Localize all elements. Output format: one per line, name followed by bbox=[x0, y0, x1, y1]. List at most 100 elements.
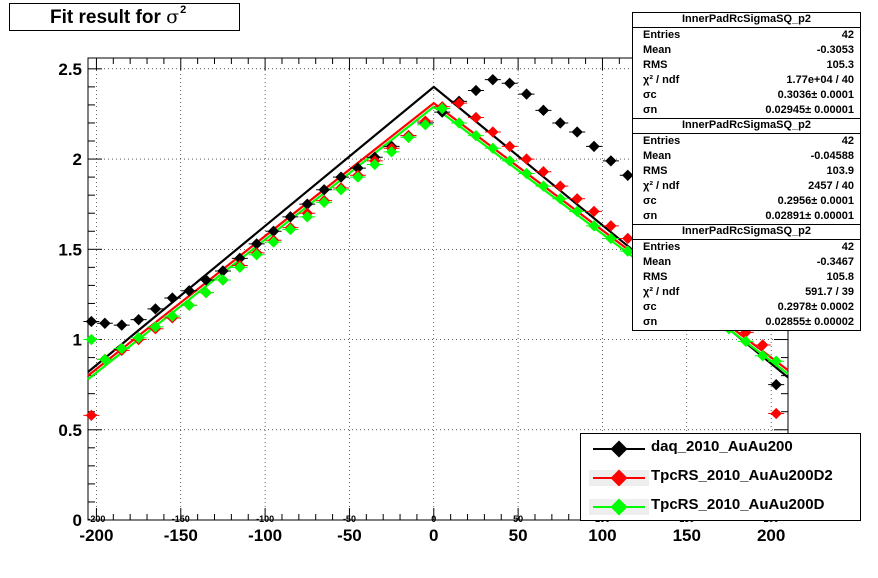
stat-value: 1.77e+04 / 40 bbox=[786, 74, 854, 86]
legend-label-tpcrs-d2: TpcRS_2010_AuAu200D2 bbox=[651, 467, 833, 484]
data-point-s3 bbox=[537, 180, 550, 192]
stat-box-3: InnerPadRcSigmaSQ_p2 Entries 42 Mean -0.3467… bbox=[632, 224, 861, 331]
stat-box-title: InnerPadRcSigmaSQ_p2 bbox=[633, 225, 860, 240]
stat-key: Entries bbox=[643, 241, 681, 253]
stat-key: σc bbox=[643, 195, 657, 207]
x-tick-label-small: 0 bbox=[431, 514, 436, 524]
data-point-s3 bbox=[217, 274, 229, 286]
data-point-s1 bbox=[335, 171, 347, 183]
stat-key: Entries bbox=[643, 135, 681, 147]
data-point-s2 bbox=[622, 232, 634, 245]
data-point-s3 bbox=[335, 184, 347, 196]
data-point-s3 bbox=[166, 310, 178, 322]
stat-value: 42 bbox=[841, 241, 854, 253]
stat-key: χ² / ndf bbox=[643, 180, 680, 192]
x-tick-label-small: 50 bbox=[513, 514, 523, 524]
data-point-s3 bbox=[149, 321, 162, 333]
data-point-s3 bbox=[352, 171, 364, 183]
x-tick-label-small: -100 bbox=[256, 514, 274, 524]
stat-value: 0.02945± 0.00001 bbox=[765, 104, 854, 116]
legend-marker-tpcrs-d bbox=[589, 498, 649, 516]
x-tick-label-small: -150 bbox=[172, 514, 190, 524]
y-tick-label: 0 bbox=[73, 511, 82, 530]
legend-item-tpcrs-d2: TpcRS_2010_AuAu200D2 bbox=[581, 465, 860, 491]
data-point-s2 bbox=[554, 180, 566, 192]
legend-label-daq: daq_2010_AuAu200 bbox=[651, 438, 793, 455]
data-point-s2 bbox=[537, 166, 550, 178]
x-tick-label: 200 bbox=[757, 526, 785, 545]
stat-value: 2457 / 40 bbox=[808, 180, 854, 192]
data-point-s3 bbox=[588, 220, 600, 232]
chart-title-text: Fit result for bbox=[50, 7, 161, 28]
data-point-s3 bbox=[318, 196, 330, 209]
data-point-s1 bbox=[318, 184, 330, 196]
stat-key: RMS bbox=[643, 271, 668, 283]
data-point-s1 bbox=[352, 162, 364, 174]
data-point-s2 bbox=[571, 193, 583, 205]
stat-row: RMS 105.3 bbox=[633, 58, 860, 73]
data-point-s2 bbox=[504, 140, 516, 153]
stat-value: 0.2956± 0.0001 bbox=[777, 195, 854, 207]
y-tick-label: 2.5 bbox=[58, 60, 82, 79]
stat-key: Mean bbox=[643, 256, 672, 268]
stat-box-title: InnerPadRcSigmaSQ_p2 bbox=[633, 13, 860, 28]
data-point-s3 bbox=[200, 286, 212, 299]
stat-value: -0.3467 bbox=[816, 256, 854, 268]
stat-key: σc bbox=[643, 89, 657, 101]
stat-row: χ² / ndf 591.7 / 39 bbox=[633, 285, 860, 300]
data-point-s1 bbox=[149, 303, 162, 315]
data-point-s3 bbox=[470, 129, 482, 142]
legend-item-tpcrs-d: TpcRS_2010_AuAu200D bbox=[581, 494, 860, 520]
x-tick-label: -150 bbox=[164, 526, 198, 545]
stat-row: σc 0.3036± 0.0001 bbox=[633, 88, 860, 103]
data-point-s1 bbox=[770, 378, 782, 391]
stat-box-title: InnerPadRcSigmaSQ_p2 bbox=[633, 119, 860, 134]
stat-row: Mean -0.3053 bbox=[633, 43, 860, 58]
stat-box-2: InnerPadRcSigmaSQ_p2 Entries 42 Mean -0.0458… bbox=[632, 118, 861, 225]
data-point-s1 bbox=[605, 155, 617, 167]
stat-row: Mean -0.3467 bbox=[633, 255, 860, 270]
chart-title-symbol: σ bbox=[166, 6, 180, 28]
stat-value: -0.3053 bbox=[816, 44, 854, 56]
legend-marker-tpcrs-d2 bbox=[589, 469, 649, 487]
data-point-s3 bbox=[554, 193, 566, 205]
stat-row: χ² / ndf 1.77e+04 / 40 bbox=[633, 73, 860, 88]
data-point-s1 bbox=[183, 285, 195, 297]
y-tick-label: 1 bbox=[73, 331, 82, 350]
diamond-icon bbox=[610, 469, 628, 487]
data-point-s2 bbox=[770, 407, 782, 420]
data-point-s1 bbox=[588, 140, 600, 153]
x-tick-label-small: -50 bbox=[343, 514, 356, 524]
legend-item-daq: daq_2010_AuAu200 bbox=[581, 436, 860, 462]
x-tick-label: -100 bbox=[248, 526, 282, 545]
data-point-s3 bbox=[284, 223, 297, 236]
data-point-s3 bbox=[504, 155, 516, 167]
data-point-s1 bbox=[234, 252, 246, 264]
data-point-s1 bbox=[622, 169, 634, 181]
data-point-s1 bbox=[200, 274, 212, 286]
stat-key: RMS bbox=[643, 165, 668, 177]
data-point-s3 bbox=[402, 131, 415, 144]
data-point-s3 bbox=[301, 211, 313, 223]
diamond-icon bbox=[610, 440, 628, 458]
data-point-s2 bbox=[520, 153, 533, 165]
diamond-icon bbox=[610, 498, 628, 516]
stat-row: Mean -0.04588 bbox=[633, 149, 860, 164]
stat-value: 42 bbox=[841, 29, 854, 41]
stat-value: 0.2978± 0.0002 bbox=[777, 301, 854, 313]
stat-row: Entries 42 bbox=[633, 240, 860, 255]
stat-key: Entries bbox=[643, 29, 681, 41]
data-point-s3 bbox=[183, 299, 195, 311]
stat-row: σn 0.02855± 0.00002 bbox=[633, 315, 860, 330]
stat-row: RMS 105.8 bbox=[633, 270, 860, 285]
stat-value: 591.7 / 39 bbox=[805, 286, 854, 298]
chart-title: Fit result for σ2 bbox=[9, 3, 240, 31]
x-tick-label-small: -200 bbox=[87, 514, 105, 524]
stat-row: Entries 42 bbox=[633, 134, 860, 149]
data-point-s1 bbox=[284, 211, 297, 223]
data-point-s3 bbox=[487, 142, 499, 154]
x-tick-label: 150 bbox=[673, 526, 701, 545]
stat-row: χ² / ndf 2457 / 40 bbox=[633, 179, 860, 194]
stat-value: 105.3 bbox=[826, 59, 854, 71]
y-tick-label: 2 bbox=[73, 150, 82, 169]
